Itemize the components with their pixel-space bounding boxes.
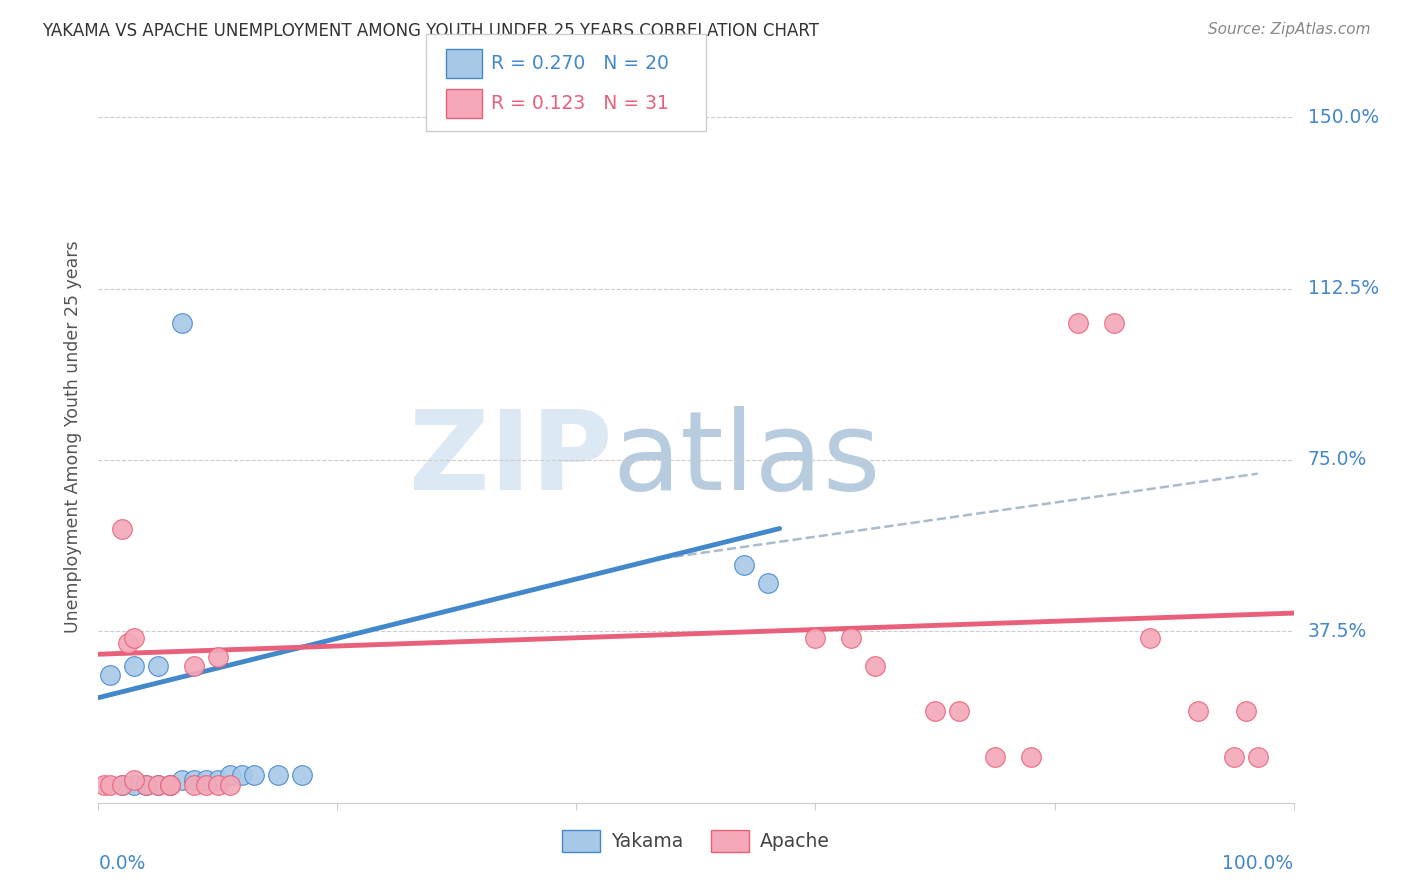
Point [243,768,266,782]
Point [195,772,218,787]
Point [1019,750,1042,764]
Point [195,778,218,792]
Point [1234,705,1257,719]
Point [733,558,755,573]
Point [98,778,122,792]
Text: 150.0%: 150.0% [1308,108,1379,127]
Point [135,778,157,792]
Point [804,632,827,646]
Text: atlas: atlas [613,406,880,513]
Point [183,772,205,787]
Point [111,778,134,792]
Point [148,658,170,673]
Point [865,658,887,673]
Point [124,658,146,673]
Point [948,705,970,719]
Point [1223,750,1246,764]
Point [172,316,194,330]
Text: 75.0%: 75.0% [1308,450,1367,469]
Text: ZIP: ZIP [409,406,613,513]
Point [1067,316,1090,330]
Point [159,778,181,792]
Point [135,778,157,792]
Point [1104,316,1126,330]
Point [117,636,139,650]
Point [93,778,115,792]
Point [148,778,170,792]
Point [1139,632,1161,646]
Text: 0.0%: 0.0% [98,854,146,873]
Text: Source: ZipAtlas.com: Source: ZipAtlas.com [1208,22,1371,37]
Point [219,778,242,792]
Text: 112.5%: 112.5% [1308,279,1379,298]
Point [984,750,1007,764]
Point [159,778,181,792]
Text: R = 0.123   N = 31: R = 0.123 N = 31 [491,94,669,113]
Point [207,778,229,792]
Point [124,778,146,792]
Point [111,778,134,792]
Point [1187,705,1209,719]
Point [207,772,229,787]
Point [291,768,314,782]
Point [231,768,253,782]
Point [148,778,170,792]
Point [183,658,205,673]
Text: R = 0.270   N = 20: R = 0.270 N = 20 [491,54,669,73]
Y-axis label: Unemployment Among Youth under 25 years: Unemployment Among Youth under 25 years [65,241,83,633]
Text: 100.0%: 100.0% [1222,854,1294,873]
Point [98,667,122,681]
Point [111,521,134,535]
Point [219,768,242,782]
Point [124,632,146,646]
Point [1247,750,1270,764]
Point [841,632,863,646]
Text: 37.5%: 37.5% [1308,622,1367,640]
Point [124,772,146,787]
Text: YAKAMA VS APACHE UNEMPLOYMENT AMONG YOUTH UNDER 25 YEARS CORRELATION CHART: YAKAMA VS APACHE UNEMPLOYMENT AMONG YOUT… [42,22,820,40]
Point [172,772,194,787]
Point [756,576,779,591]
Legend: Yakama, Apache: Yakama, Apache [554,822,838,859]
Point [183,778,205,792]
Point [207,649,229,664]
Point [267,768,290,782]
Point [924,705,946,719]
Point [159,778,181,792]
